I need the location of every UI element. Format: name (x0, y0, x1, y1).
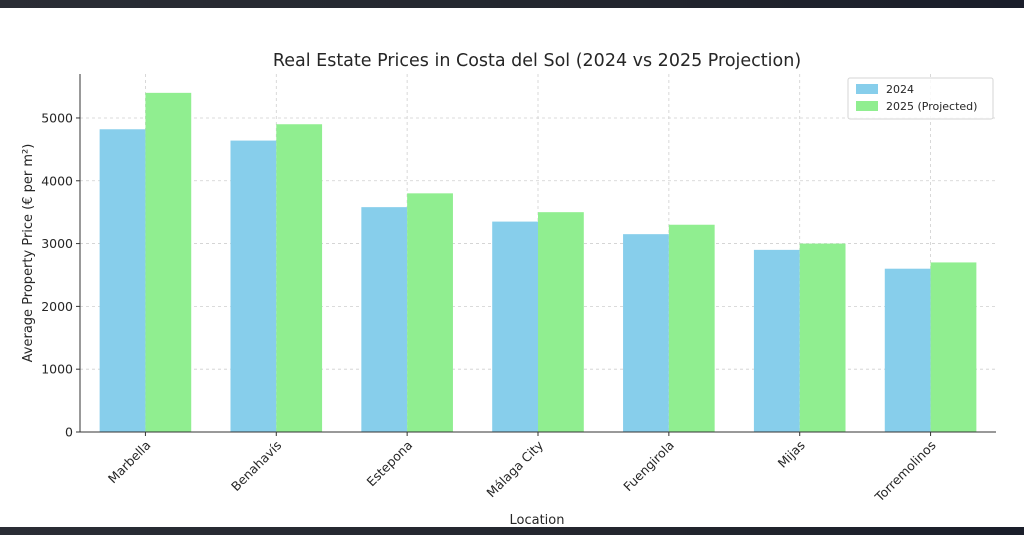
x-ticks: Marbella Benahavís Estepona Málaga City Fuen… (105, 432, 939, 505)
x-tick-label: Marbella (105, 438, 154, 487)
bar-2025-3 (538, 212, 584, 432)
x-tick-label: Fuengirola (620, 438, 677, 495)
bar-2024-1 (230, 140, 277, 432)
y-tick-label: 3000 (41, 236, 73, 251)
bar-2025-6 (930, 262, 977, 432)
x-tick-label: Estepona (364, 438, 416, 490)
legend-label-2024: 2024 (886, 83, 914, 96)
legend: 2024 2025 (Projected) (847, 77, 994, 120)
y-tick-label: 5000 (41, 110, 73, 125)
bar-2025-0 (145, 92, 192, 432)
bars (99, 92, 977, 433)
x-tick-label: Benahavís (228, 438, 284, 494)
legend-box (847, 77, 994, 120)
x-tick-label: Málaga City (483, 437, 546, 500)
x-tick-label: Torremolinos (871, 438, 939, 506)
y-tick-label: 4000 (41, 173, 73, 188)
bar-2025-5 (799, 243, 846, 432)
y-tick-label: 1000 (41, 362, 73, 377)
y-ticks: 0 1000 2000 3000 4000 5000 (41, 110, 80, 440)
window-frame-bottom (0, 527, 1024, 535)
bar-2024-2 (361, 207, 408, 432)
legend-swatch-2024 (856, 84, 878, 94)
legend-swatch-2025 (856, 101, 878, 111)
window-frame-top (0, 0, 1024, 8)
bar-2025-1 (276, 124, 323, 433)
chart-title: Real Estate Prices in Costa del Sol (202… (273, 51, 801, 71)
bar-2025-4 (668, 224, 715, 432)
y-tick-label: 2000 (41, 299, 73, 314)
bar-2025-2 (407, 193, 453, 432)
bar-2024-5 (753, 249, 800, 432)
legend-label-2025: 2025 (Projected) (886, 100, 977, 113)
bar-2024-0 (99, 129, 146, 432)
x-axis-label: Location (510, 513, 565, 528)
y-tick-label: 0 (65, 425, 73, 440)
x-tick-label: Mijas (775, 438, 808, 471)
bar-2024-3 (492, 221, 538, 432)
bar-2024-6 (884, 268, 931, 432)
y-axis-label: Average Property Price (€ per m²) (21, 144, 36, 363)
bar-2024-4 (623, 234, 669, 432)
